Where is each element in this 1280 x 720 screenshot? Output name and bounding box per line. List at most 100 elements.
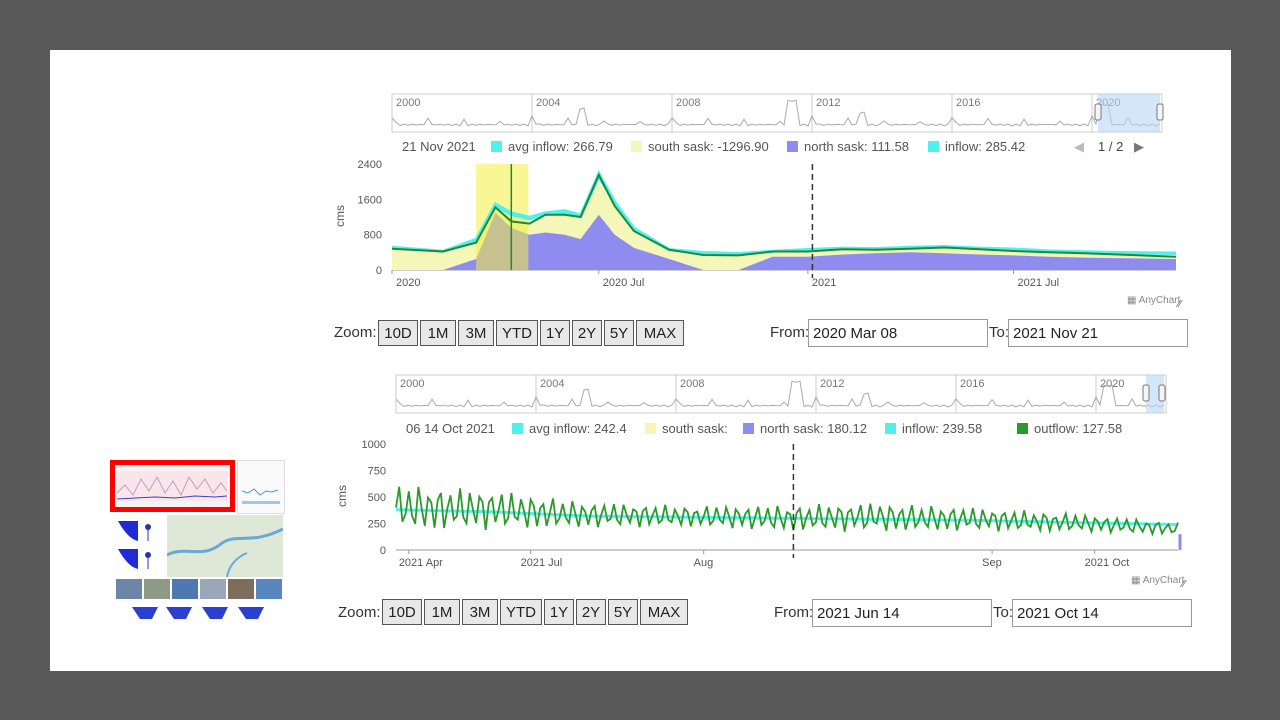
zoom-button-10d[interactable]: 10D	[382, 599, 422, 625]
navigator-2-left-handle[interactable]	[1142, 384, 1150, 402]
legend-item[interactable]: outflow: 127.58	[1017, 421, 1122, 436]
legend-item[interactable]: avg inflow: 266.79	[491, 139, 613, 154]
zoom-button-1m[interactable]: 1M	[420, 320, 456, 346]
legend-item-label: avg inflow: 266.79	[508, 139, 613, 154]
legend-item[interactable]: south sask:	[645, 421, 728, 436]
legend-next-icon[interactable]: ▶	[1134, 139, 1144, 154]
navigator-2-selection[interactable]	[1146, 375, 1164, 413]
legend-swatch	[928, 141, 939, 152]
navigator-1-right-handle[interactable]	[1156, 103, 1164, 121]
thumbnail-panel-right[interactable]	[237, 460, 285, 514]
resize-grip-icon[interactable]: ⁄⁄	[1182, 579, 1186, 590]
y-tick-label: 250	[368, 519, 386, 531]
thumbnail-mini-chart	[241, 488, 280, 504]
thumbnail-map-river	[166, 515, 284, 578]
navigator-1-frame	[391, 93, 1163, 133]
zoom-button-ytd[interactable]: YTD	[500, 599, 542, 625]
legend-item[interactable]: avg inflow: 242.4	[512, 421, 627, 436]
legend-item-label: north sask: 180.12	[760, 421, 867, 436]
y-tick-label: 1000	[362, 439, 386, 451]
line-outflow[interactable]	[395, 486, 1179, 537]
navigator-1-selection[interactable]	[1098, 94, 1160, 132]
page-thumbnail[interactable]	[110, 460, 285, 625]
anychart-credit-2: ▦ AnyChart	[1131, 575, 1184, 586]
to-input-1[interactable]	[1008, 319, 1188, 347]
zoom-button-1m[interactable]: 1M	[424, 599, 460, 625]
y-tick-label: 500	[368, 492, 386, 504]
x-tick-label: 2021 Apr	[399, 557, 443, 569]
zoom-button-10d[interactable]: 10D	[378, 320, 418, 346]
navigator-year-label: 2012	[820, 378, 844, 390]
thumbnail-photo-strip[interactable]	[116, 579, 282, 599]
legend-item[interactable]: inflow: 285.42	[928, 139, 1025, 154]
to-input-2[interactable]	[1012, 599, 1192, 627]
y-tick-label: 0	[376, 265, 382, 277]
x-tick-label: 2021 Jul	[1018, 277, 1060, 289]
thumbnail-reservoir-gauges[interactable]	[110, 515, 165, 577]
thumbnail-selected-chart[interactable]	[110, 460, 235, 512]
anychart-credit-1-label: AnyChart	[1138, 295, 1181, 306]
line-outflow[interactable]	[391, 172, 1177, 258]
legend-item-label: south sask:	[662, 421, 728, 436]
legend-1-date: 21 Nov 2021	[402, 139, 476, 154]
to-label-1: To:	[989, 324, 1010, 341]
slide: 2000 2004 2008 2012 2016 2020 21 Nov 2021 avg…	[50, 50, 1231, 671]
navigator-1-left-handle[interactable]	[1094, 103, 1102, 121]
thumbnail-photos	[116, 579, 282, 599]
navigator-year-label: 2000	[396, 97, 420, 109]
zoom-button-3m[interactable]: 3M	[462, 599, 498, 625]
legend-1-page: 1 / 2	[1098, 139, 1124, 154]
navigator-1-series	[391, 99, 1161, 127]
x-tick-label: 2021	[812, 277, 836, 289]
from-label-1: From:	[770, 324, 810, 341]
navigator-year-label: 2000	[400, 378, 424, 390]
zoom-button-2y[interactable]: 2Y	[576, 599, 606, 625]
anychart-logo-icon: ▦	[1131, 575, 1141, 586]
navigator-year-label: 2016	[956, 97, 980, 109]
zoom-button-3m[interactable]: 3M	[458, 320, 494, 346]
zoom-button-max[interactable]: MAX	[636, 320, 684, 346]
legend-swatch	[491, 141, 502, 152]
zoom-button-ytd[interactable]: YTD	[496, 320, 538, 346]
zoom-label-2: Zoom:	[338, 604, 381, 621]
zoom-button-5y[interactable]: 5Y	[604, 320, 634, 346]
legend-swatch	[787, 141, 798, 152]
y-tick-label: 1600	[358, 194, 382, 206]
from-input-1[interactable]	[808, 319, 988, 347]
legend-prev-icon[interactable]: ◀	[1074, 139, 1084, 154]
legend-item[interactable]: south sask: -1296.90	[631, 139, 769, 154]
navigator-2-series	[395, 380, 1165, 408]
x-tick-label: 2021 Oct	[1085, 557, 1130, 569]
from-label-2: From:	[774, 604, 814, 621]
zoom-button-2y[interactable]: 2Y	[572, 320, 602, 346]
navigator-2[interactable]: 2000 2004 2008 2012 2016 2020	[394, 373, 1169, 415]
legend-1: 21 Nov 2021 avg inflow: 266.79 south sask…	[402, 139, 1202, 157]
from-input-2[interactable]	[812, 599, 992, 627]
resize-grip-icon[interactable]: ⁄⁄	[1178, 299, 1182, 310]
legend-item-label: outflow: 127.58	[1034, 421, 1123, 436]
anychart-logo-icon: ▦	[1127, 295, 1137, 306]
legend-2: 06 14 Oct 2021 avg inflow: 242.4 south sa…	[406, 421, 1206, 439]
legend-item[interactable]: inflow: 239.58	[885, 421, 982, 436]
x-tick-label: 2020 Jul	[603, 277, 645, 289]
navigator-year-label: 2020	[1100, 378, 1124, 390]
zoom-button-max[interactable]: MAX	[640, 599, 688, 625]
chart-2[interactable]: 0 250 500 750 1000 cms 2021 Apr 2021 Jul Aug Sep 2…	[330, 438, 1190, 578]
thumbnail-cross-sections[interactable]	[130, 603, 270, 623]
thumbnail-map[interactable]	[166, 515, 284, 578]
thumbnail-sections	[132, 607, 264, 619]
zoom-button-5y[interactable]: 5Y	[608, 599, 638, 625]
navigator-2-right-handle[interactable]	[1158, 384, 1166, 402]
line-inflow[interactable]	[391, 169, 1177, 255]
legend-item[interactable]: north sask: 180.12	[743, 421, 867, 436]
anychart-credit-2-label: AnyChart	[1142, 575, 1185, 586]
zoom-button-1y[interactable]: 1Y	[544, 599, 574, 625]
zoom-button-1y[interactable]: 1Y	[540, 320, 570, 346]
legend-item[interactable]: north sask: 111.58	[787, 139, 909, 154]
chart-1[interactable]: 0 800 1600 2400 cms 2020 2020 Jul 2021 2021 Jul	[328, 158, 1188, 298]
area-north-sask[interactable]	[392, 212, 1176, 270]
navigator-year-label: 2004	[536, 97, 560, 109]
legend-swatch	[512, 423, 523, 434]
